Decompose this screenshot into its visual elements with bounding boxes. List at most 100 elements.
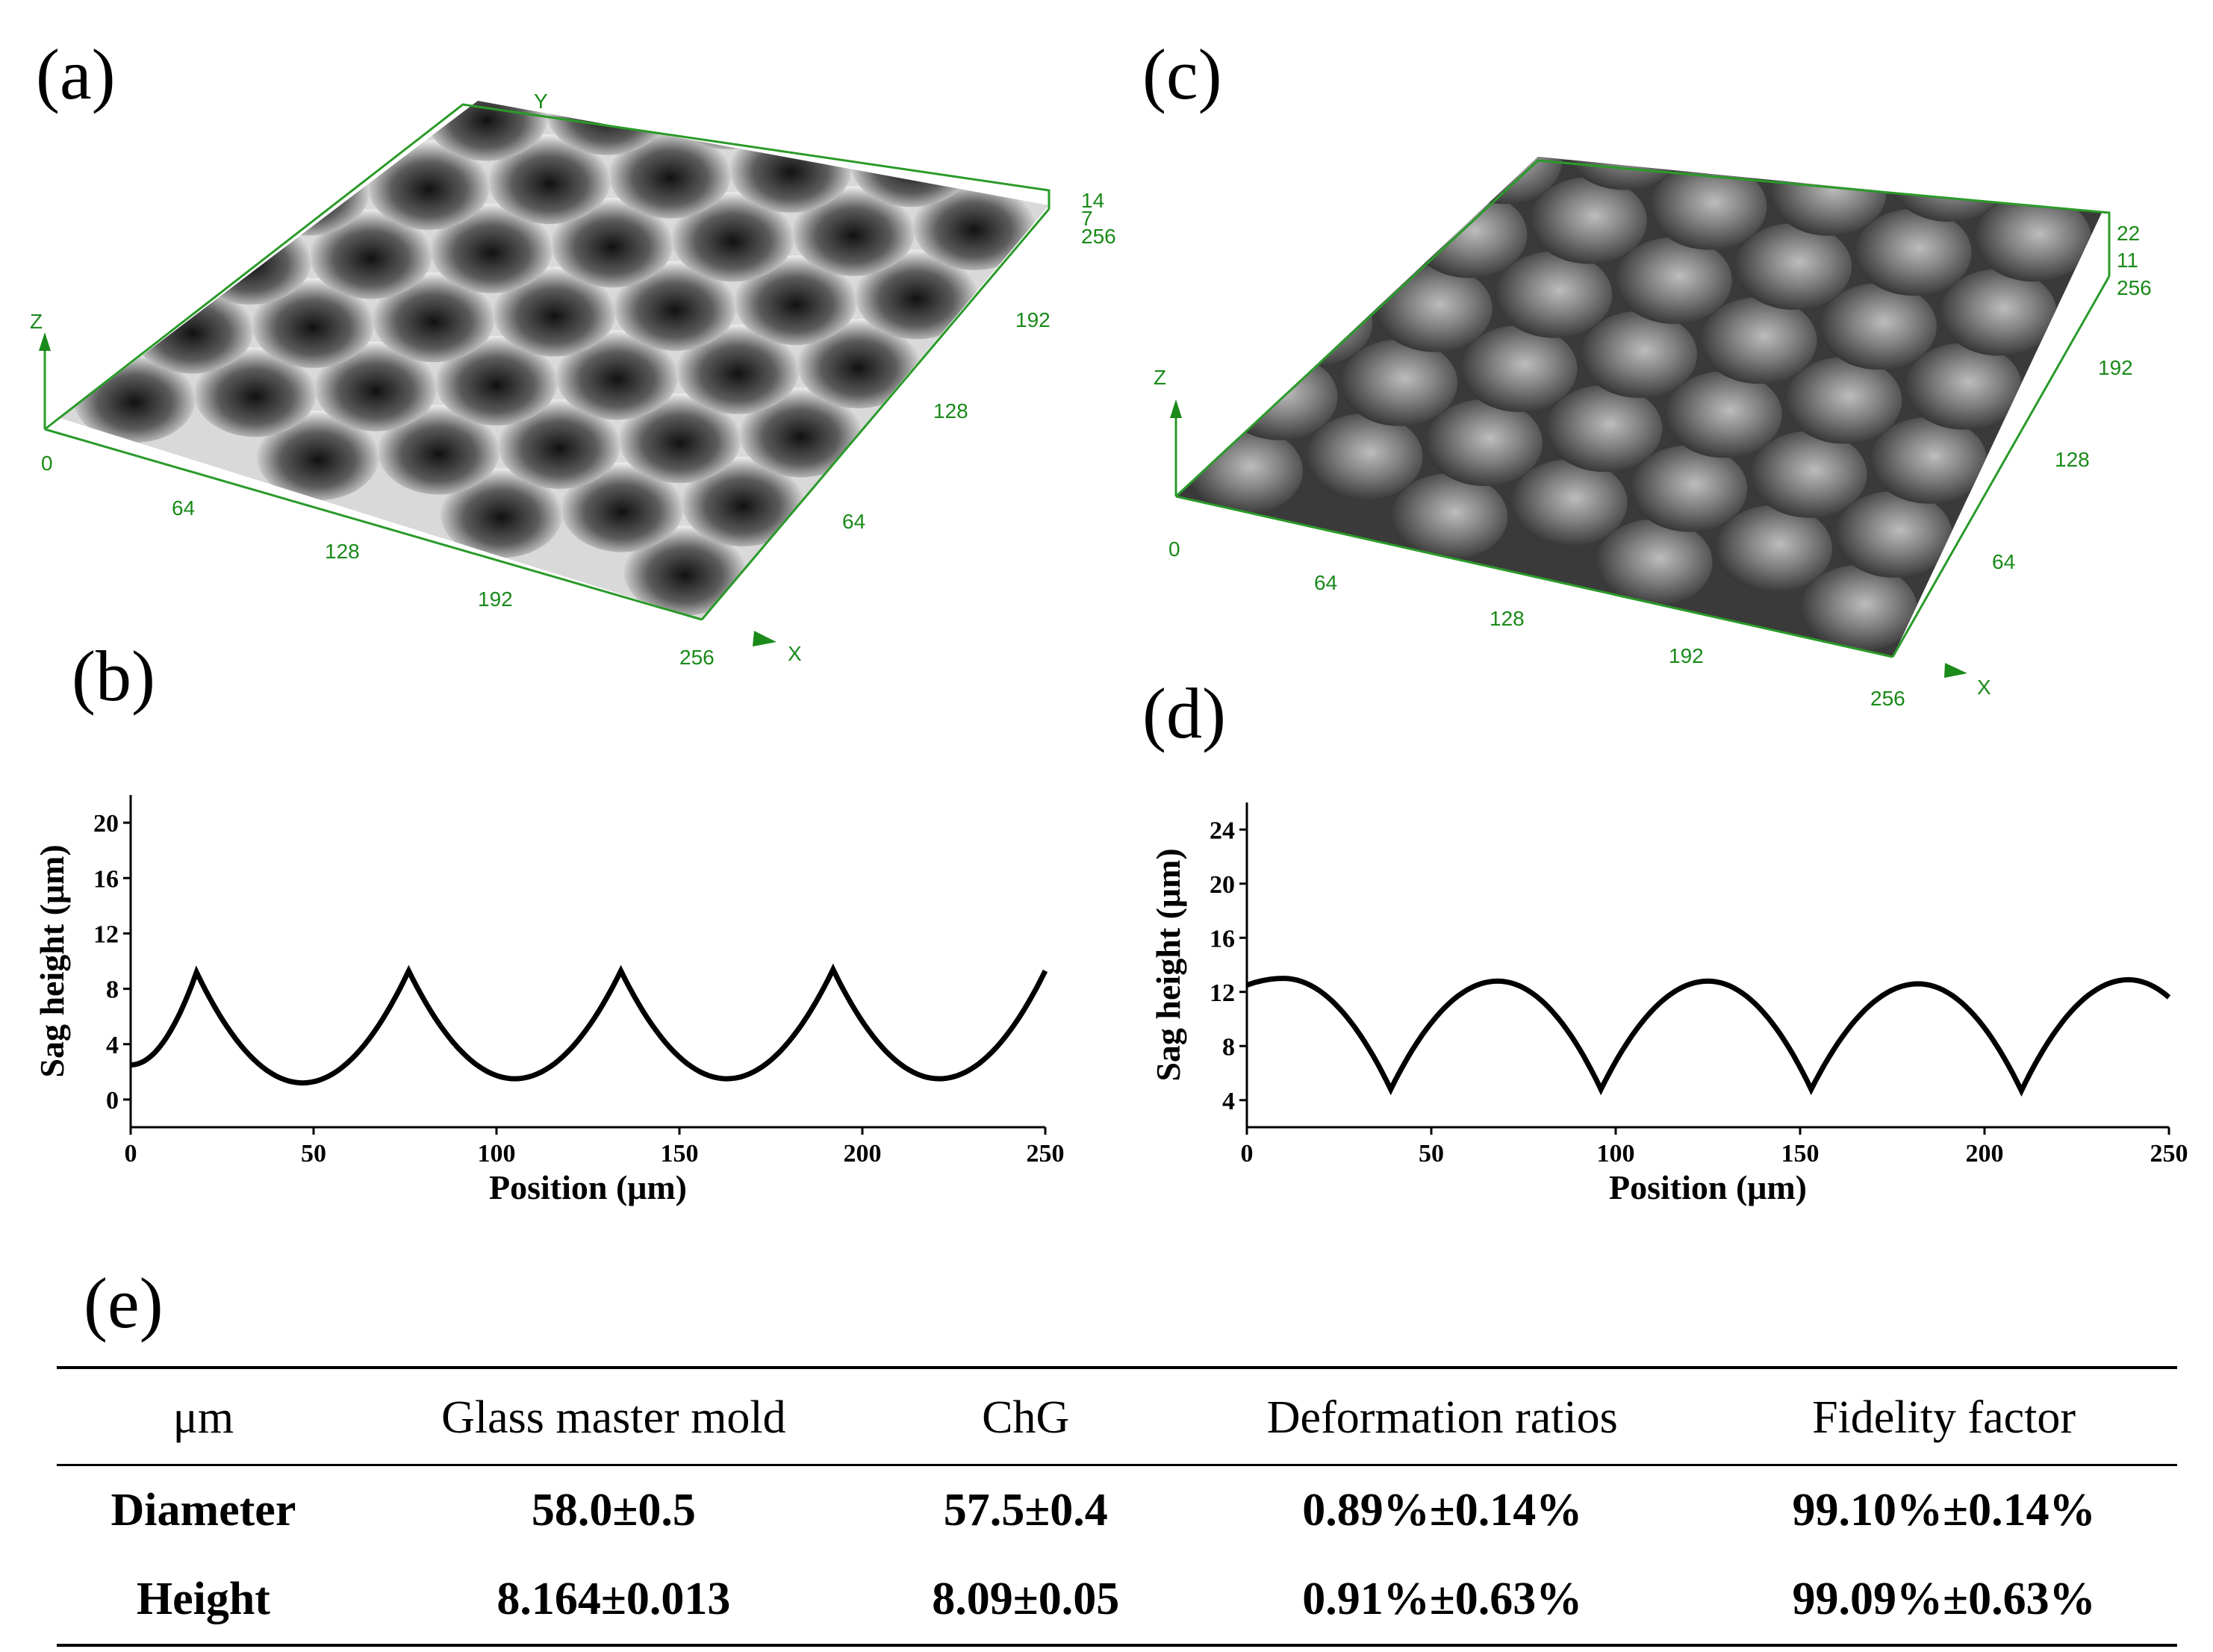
microlens xyxy=(1495,251,1613,338)
panel-label-c: (c) xyxy=(1142,34,1222,114)
chart-b-series-line xyxy=(130,963,1048,1086)
microlens xyxy=(305,101,428,167)
microlens xyxy=(425,101,548,161)
table-cell: 99.09%±0.63% xyxy=(1792,1574,2096,1624)
panel-label-b: (b) xyxy=(72,636,155,716)
surface-a-xtick-3: 192 xyxy=(478,587,513,611)
chart-d-ylabel: Sag height (μm) xyxy=(1149,848,1187,1081)
x-tick-label: 50 xyxy=(1419,1140,1444,1168)
surface-a-z-top: 14 xyxy=(1081,189,1104,212)
surface-c-xtick-4: 256 xyxy=(1870,687,1905,710)
microlens xyxy=(1800,565,1917,652)
chart-d-xlabel: Position (μm) xyxy=(1609,1168,1807,1206)
x-tick-label: 0 xyxy=(125,1140,137,1168)
surface-c-ytick-0: 64 xyxy=(1992,550,2015,573)
surface-c-xtick-1: 64 xyxy=(1314,571,1337,594)
microlens xyxy=(377,405,500,495)
surface-a-z-label: Z xyxy=(30,310,43,333)
chart-b: 0 50 100 150 200 250 0 4 8 12 16 20 Position (μm) S… xyxy=(33,795,1065,1206)
x-tick-label: 150 xyxy=(1781,1140,1820,1168)
microlens xyxy=(483,2,606,92)
x-arrow-icon xyxy=(753,631,776,646)
surface-c-x-label: X xyxy=(1977,676,1991,699)
x-tick-label: 200 xyxy=(1966,1140,2004,1168)
surface-c-ytick-3: 256 xyxy=(2117,276,2152,299)
y-tick-label: 4 xyxy=(106,1032,119,1059)
table-header-cell: Deformation ratios xyxy=(1266,1392,1618,1443)
microlens xyxy=(792,186,915,276)
microlens xyxy=(546,101,669,155)
x-tick-label: 50 xyxy=(301,1140,326,1168)
surface-a-xtick-4: 256 xyxy=(679,646,715,669)
microlens xyxy=(1410,191,1528,278)
microlens xyxy=(555,330,679,420)
y-tick-label: 4 xyxy=(1222,1088,1235,1115)
surface-a-ytick-0: 64 xyxy=(842,510,865,533)
surface-c-ytick-2: 192 xyxy=(2098,356,2133,379)
microlens xyxy=(1581,311,1697,398)
microlens xyxy=(1855,209,1972,296)
table-header-cell: Fidelity factor xyxy=(1812,1392,2076,1443)
surface-a-xtick-1: 64 xyxy=(172,496,195,520)
microlens xyxy=(734,255,857,346)
microlens xyxy=(367,140,491,230)
microlens xyxy=(189,215,312,305)
y-tick-label: 24 xyxy=(1210,817,1235,844)
microlens xyxy=(912,180,1036,270)
microlens xyxy=(1306,413,1423,500)
microlens xyxy=(1596,519,1713,606)
surface-plot-a: Z X Y 14 7 0 64 128 192 256 64 128 192 2… xyxy=(30,2,1116,669)
microlens xyxy=(1391,473,1508,561)
microlens xyxy=(440,468,563,558)
y-tick-label: 12 xyxy=(93,920,119,948)
surface-c-z-top: 22 xyxy=(2117,222,2140,245)
microlens xyxy=(561,462,684,552)
microlens xyxy=(252,278,375,368)
table-cell: 99.10%±0.14% xyxy=(1792,1485,2096,1536)
microlens xyxy=(1750,431,1867,518)
results-table: μm Glass master mold ChG Deformation rat… xyxy=(57,1366,2177,1647)
microlens xyxy=(614,261,737,351)
microlens xyxy=(1631,445,1748,532)
chart-b-xlabel: Position (μm) xyxy=(489,1168,687,1206)
surface-a-xtick-2: 128 xyxy=(325,540,360,563)
microlens xyxy=(309,209,432,299)
microlens xyxy=(1565,157,1682,190)
table-header-cell: Glass master mold xyxy=(441,1392,786,1443)
surface-a-x-axis-line xyxy=(44,428,703,621)
microlens xyxy=(671,192,794,282)
microlens xyxy=(1510,459,1628,546)
microlens xyxy=(314,341,438,431)
x-tick-label: 250 xyxy=(2150,1140,2188,1168)
surface-c-xtick-0: 0 xyxy=(1168,537,1180,561)
microlens xyxy=(1530,177,1647,264)
microlens xyxy=(435,336,558,426)
z-arrow-icon xyxy=(39,332,51,351)
y-tick-label: 8 xyxy=(106,976,119,1004)
surface-a-ytick-1: 128 xyxy=(933,399,968,423)
microlens xyxy=(1785,357,1902,444)
table-cell: 8.164±0.013 xyxy=(497,1574,731,1624)
y-tick-label: 20 xyxy=(93,810,119,838)
surface-a-lenses xyxy=(73,2,1036,616)
surface-a-x-label: X xyxy=(788,642,802,665)
microlens xyxy=(1650,163,1767,250)
microlens xyxy=(681,456,804,546)
microlens xyxy=(1975,195,2092,282)
microlens xyxy=(1460,325,1578,412)
surface-a-ytick-2: 192 xyxy=(1015,308,1051,331)
x-tick-label: 150 xyxy=(661,1140,699,1168)
panel-label-a: (a) xyxy=(36,34,116,114)
microlens xyxy=(1360,57,1477,144)
y-tick-label: 8 xyxy=(1222,1033,1235,1061)
surface-c-z-mid: 11 xyxy=(2117,249,2138,272)
x-tick-label: 250 xyxy=(1027,1140,1065,1168)
surface-c-xtick-3: 192 xyxy=(1669,644,1704,667)
table-header-cell: μm xyxy=(172,1392,234,1443)
chart-d-ticks: 0 50 100 150 200 250 4 8 12 16 20 24 xyxy=(1210,817,2188,1168)
microlens xyxy=(797,318,920,408)
microlens xyxy=(256,411,379,501)
microlens xyxy=(551,198,673,287)
